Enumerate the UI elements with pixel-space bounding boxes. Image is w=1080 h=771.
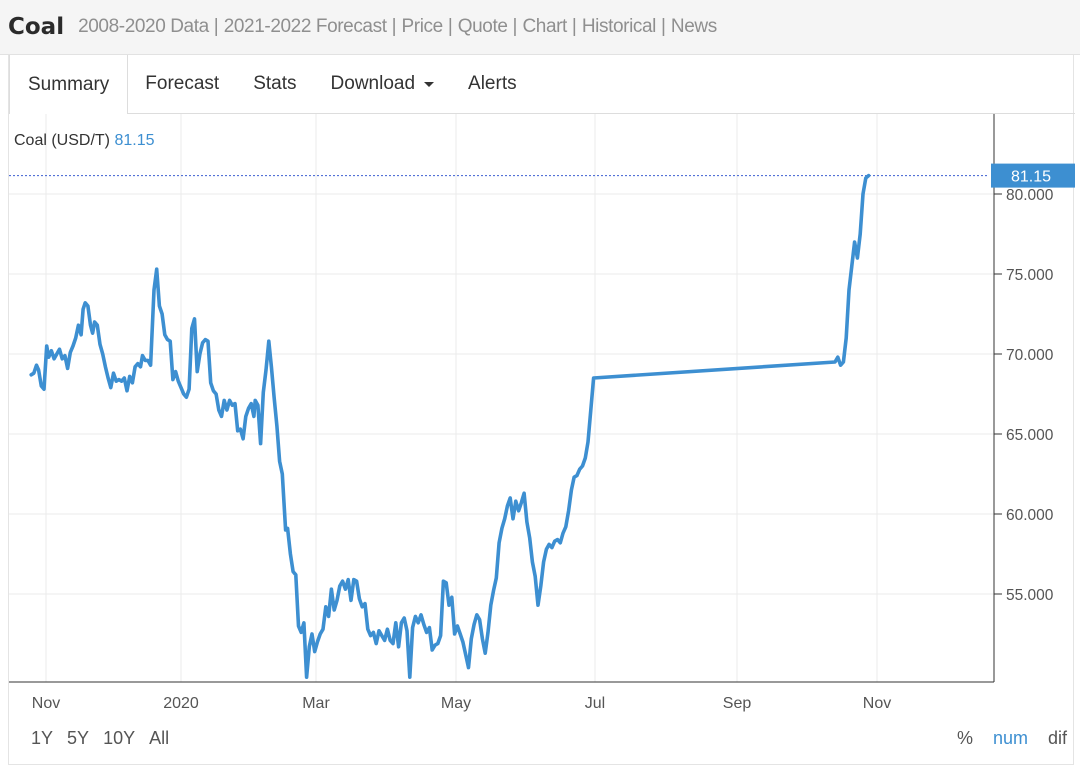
x-tick-label: Nov xyxy=(32,695,60,712)
legend-series-name: Coal (USD/T) 81.15 xyxy=(14,132,155,149)
last-value-tag xyxy=(991,163,1075,188)
range-button-10y[interactable]: 10Y xyxy=(103,728,136,748)
chart-panel: Summary Forecast Stats Download Alerts 5… xyxy=(8,55,1075,765)
link-separator: | xyxy=(213,16,219,37)
chart-tabs: Summary Forecast Stats Download Alerts xyxy=(9,55,1075,114)
x-tick-label: Mar xyxy=(302,695,330,712)
y-tick-label: 80.000 xyxy=(1006,187,1054,204)
tab-summary[interactable]: Summary xyxy=(9,55,129,114)
y-tick-label: 55.000 xyxy=(1006,587,1054,604)
last-value-tag-text: 81.15 xyxy=(1011,169,1051,186)
header-link-price[interactable]: Price xyxy=(401,16,444,37)
mode-button-dif[interactable]: dif xyxy=(1047,728,1067,748)
link-separator: | xyxy=(660,16,666,37)
range-button-1y[interactable]: 1Y xyxy=(31,728,54,748)
x-tick-label: 2020 xyxy=(163,695,199,712)
header-link-news[interactable]: News xyxy=(670,16,717,37)
header-link-historical[interactable]: Historical xyxy=(581,16,657,37)
y-tick-label: 75.000 xyxy=(1006,267,1054,284)
link-separator: | xyxy=(391,16,397,37)
x-tick-label: Sep xyxy=(723,695,752,712)
header-link-quote[interactable]: Quote xyxy=(457,16,508,37)
x-axis-ticks: Nov 2020 Mar May Jul Sep Nov xyxy=(32,695,891,712)
tab-alerts[interactable]: Alerts xyxy=(468,73,517,94)
y-tick-label: 60.000 xyxy=(1006,507,1054,524)
range-button-5y[interactable]: 5Y xyxy=(67,728,90,748)
link-separator: | xyxy=(447,16,453,37)
legend-series-value: 81.15 xyxy=(114,132,154,149)
link-separator: | xyxy=(512,16,518,37)
page-header: Coal 2008-2020 Data | 2021-2022 Forecast… xyxy=(0,0,1080,55)
price-chart[interactable]: 55.000 60.000 65.000 70.000 75.000 80.000 Nov… xyxy=(9,114,1075,722)
chart-grid xyxy=(9,114,994,682)
header-link-chart[interactable]: Chart xyxy=(522,16,567,37)
chart-controls: 1Y 5Y 10Y All % num dif xyxy=(9,723,1075,757)
tab-download-label: Download xyxy=(330,73,416,94)
tab-download[interactable]: Download xyxy=(314,55,452,113)
y-tick-label: 70.000 xyxy=(1006,347,1054,364)
series-line-coal[interactable] xyxy=(29,173,871,679)
tab-forecast[interactable]: Forecast xyxy=(145,73,220,94)
range-selector: 1Y 5Y 10Y All xyxy=(31,728,169,749)
page-title: Coal xyxy=(8,14,65,40)
x-tick-label: May xyxy=(441,695,471,712)
link-separator: | xyxy=(571,16,577,37)
header-link-forecast[interactable]: 2021-2022 Forecast xyxy=(223,16,387,37)
x-tick-label: Jul xyxy=(585,695,605,712)
mode-button-num[interactable]: num xyxy=(992,728,1028,748)
y-tick-label: 65.000 xyxy=(1006,427,1054,444)
display-mode-selector: % num dif xyxy=(957,728,1067,749)
header-link-historical-data[interactable]: 2008-2020 Data xyxy=(78,16,209,37)
mode-button-percent[interactable]: % xyxy=(956,728,973,748)
range-button-all[interactable]: All xyxy=(149,728,170,748)
y-axis-ticks: 55.000 60.000 65.000 70.000 75.000 80.000 xyxy=(994,187,1054,604)
tab-stats[interactable]: Stats xyxy=(253,73,297,94)
x-tick-label: Nov xyxy=(863,695,891,712)
caret-down-icon xyxy=(424,81,435,87)
